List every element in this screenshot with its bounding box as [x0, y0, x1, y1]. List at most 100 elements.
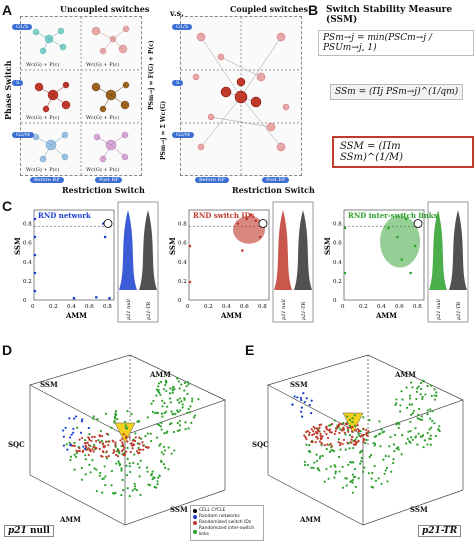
red-point [98, 434, 101, 437]
green-point [353, 468, 356, 471]
green-point [364, 442, 367, 445]
green-point [312, 466, 315, 469]
green-point [138, 466, 141, 469]
red-point [144, 445, 148, 448]
red-point [114, 441, 117, 444]
green-point [140, 437, 143, 440]
green-point [168, 397, 172, 400]
green-point [187, 427, 190, 430]
red-point [99, 440, 102, 444]
row-label-s: S [12, 80, 24, 86]
green-point [408, 397, 412, 400]
y-axis-label: SSM [323, 237, 332, 255]
green-point [187, 383, 190, 386]
blue-point [299, 396, 303, 400]
green-point [399, 410, 402, 413]
green-point [333, 419, 337, 422]
red-point [341, 442, 344, 446]
green-point [129, 470, 132, 474]
green-point [167, 468, 170, 471]
green-point [159, 380, 163, 384]
red-point [121, 437, 124, 440]
green-point [183, 389, 186, 392]
green-point [185, 385, 188, 388]
green-point [120, 493, 123, 497]
green-point [397, 426, 400, 429]
x-axis-label: AMM [375, 311, 397, 320]
green-point [150, 439, 153, 443]
green-point [128, 465, 131, 468]
green-point [345, 415, 349, 418]
d-caption-rest: null [26, 526, 50, 536]
green-point [417, 385, 420, 388]
green-point [333, 476, 336, 479]
green-point [411, 386, 414, 389]
green-point [80, 466, 83, 470]
green-point [385, 466, 389, 469]
green-point [401, 398, 404, 401]
red-point [350, 430, 354, 433]
red-point [338, 431, 341, 434]
green-point [351, 481, 354, 484]
red-point [367, 430, 370, 433]
blue-point [74, 415, 78, 418]
green-point [420, 418, 424, 421]
green-point [69, 455, 73, 458]
green-point [158, 474, 161, 478]
red-point [357, 439, 360, 442]
red-point [319, 434, 322, 437]
green-point [93, 467, 96, 470]
green-point [110, 484, 113, 487]
green-point [379, 445, 382, 448]
violin-frame [272, 201, 314, 323]
red-point [108, 440, 111, 443]
green-point [184, 428, 187, 431]
green-point [160, 428, 163, 431]
green-point [433, 422, 436, 425]
green-point [345, 484, 348, 487]
middle-formula-1: PSm→j = F(G) + P(c) [148, 40, 155, 110]
red-point [111, 439, 114, 442]
red-point [319, 432, 322, 435]
scatter-frame [33, 209, 115, 301]
y-tick-label: 0.4 [178, 260, 187, 266]
uncoupled-networks [21, 17, 141, 175]
green-point [359, 430, 362, 433]
green-point [159, 393, 162, 396]
green-point [368, 419, 371, 422]
green-point [132, 461, 135, 465]
red-point [357, 430, 361, 433]
green-point [328, 424, 331, 427]
red-point [338, 423, 341, 426]
ssm-title: Switch Stability Measure (SSM) [326, 5, 453, 25]
green-point [407, 430, 410, 433]
green-point [122, 489, 125, 492]
blue-point [64, 426, 67, 429]
blue-point [300, 398, 303, 402]
green-point [162, 463, 166, 466]
green-point [397, 446, 400, 449]
legend-dot [193, 521, 197, 525]
red-point [306, 429, 309, 433]
green-point [351, 473, 354, 476]
subplot-title: RND network [38, 211, 91, 220]
green-point [184, 421, 187, 424]
red-point [325, 428, 329, 431]
green-point [126, 409, 129, 413]
green-point [149, 432, 152, 435]
green-point [148, 483, 152, 487]
green-point [372, 442, 375, 445]
green-point [160, 451, 163, 454]
red-point [317, 430, 320, 433]
legend-item-cell-cycle: CELL CYCLE [193, 508, 261, 514]
red-point [91, 448, 94, 451]
green-point [146, 432, 149, 435]
row-label-g2m: G2/M [12, 132, 34, 138]
red-point [139, 448, 142, 451]
red-point [365, 431, 368, 434]
red-point [147, 446, 150, 449]
red-point [138, 436, 141, 439]
green-point [303, 463, 307, 467]
green-point [190, 421, 193, 424]
red-point [138, 442, 141, 445]
